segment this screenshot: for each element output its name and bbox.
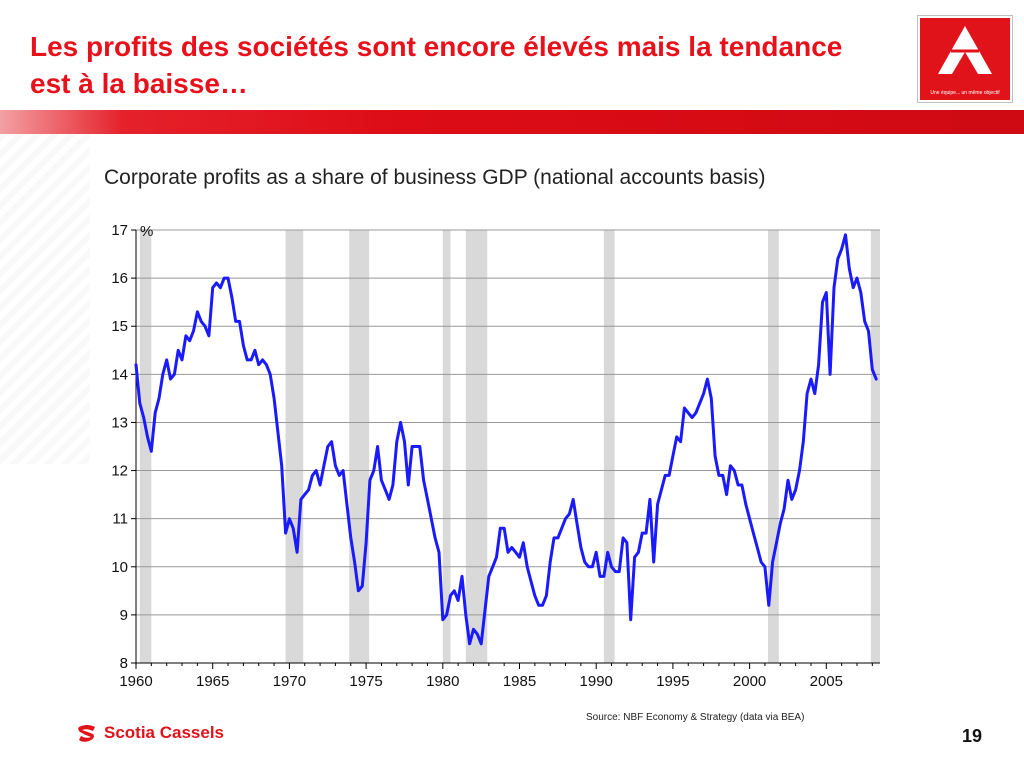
recession-band — [870, 230, 880, 663]
x-tick-label: 1985 — [503, 673, 536, 690]
chart-title: Corporate profits as a share of business… — [104, 166, 766, 189]
y-tick-label: 10 — [111, 559, 128, 576]
x-tick-label: 2000 — [733, 673, 766, 690]
recession-band — [285, 230, 304, 663]
x-tick-label: 1965 — [196, 673, 229, 690]
y-tick-label: 15 — [111, 318, 128, 335]
profits-share-line — [134, 233, 878, 646]
logo-tagline: Une équipe... un même objectif — [930, 90, 1000, 96]
profits-line-chart: 8 9 10 11 12 13 14 15 16 17 % 1960 1965 1970 1975 1980 1… — [111, 222, 880, 690]
y-tick-label: 12 — [111, 463, 128, 480]
y-tick-label: 17 — [111, 222, 128, 239]
x-tick-label: 1960 — [119, 673, 152, 690]
page-number: 19 — [962, 726, 983, 746]
recession-band — [442, 230, 451, 663]
triangle-logo: Une équipe... un même objectif — [917, 15, 1013, 103]
y-tick-label: 14 — [111, 366, 128, 383]
x-tick-label: 2005 — [810, 673, 843, 690]
x-tick-label: 1990 — [580, 673, 613, 690]
y-tick-label: 13 — [111, 414, 128, 431]
y-tick-label: 11 — [112, 511, 128, 528]
triangle-logo-icon — [938, 26, 992, 74]
recession-band — [768, 230, 779, 663]
x-tick-label: 1970 — [273, 673, 306, 690]
y-tick-label: 9 — [120, 607, 128, 624]
header-band — [0, 110, 1024, 134]
recession-band — [139, 230, 152, 663]
source-note: Source: NBF Economy & Strategy (data via… — [586, 712, 805, 723]
brand-name: Scotia Cassels — [104, 723, 225, 742]
recession-band — [465, 230, 488, 663]
y-tick-label: 16 — [111, 270, 128, 287]
slide-title: Les profits des sociétés sont encore éle… — [30, 31, 843, 99]
recession-band — [349, 230, 370, 663]
x-tick-label: 1975 — [349, 673, 382, 690]
brand-logo: Scotia Cassels — [76, 720, 224, 746]
scotia-flame-icon — [78, 725, 95, 742]
y-tick-label: 8 — [120, 655, 128, 672]
decorative-pattern — [0, 134, 90, 464]
recession-band — [603, 230, 615, 663]
x-tick-label: 1995 — [656, 673, 689, 690]
x-tick-label: 1980 — [426, 673, 459, 690]
y-unit-label: % — [140, 223, 153, 240]
